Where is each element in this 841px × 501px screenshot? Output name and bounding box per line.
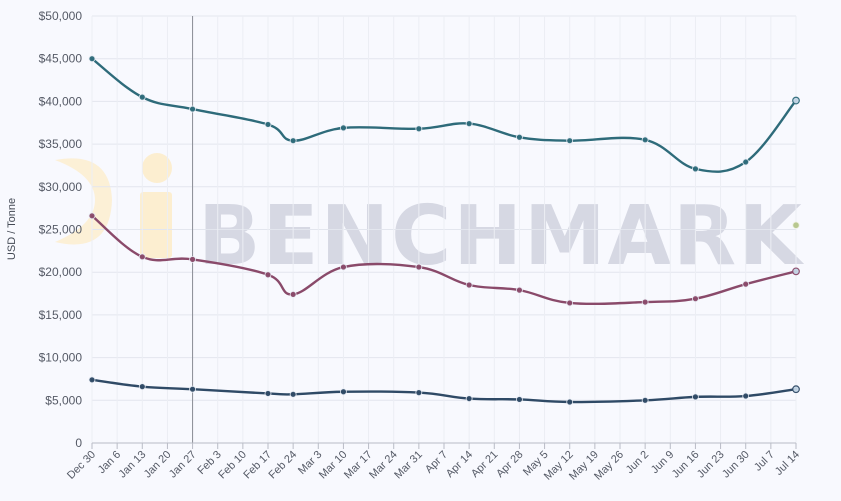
series-3-point: [566, 398, 574, 406]
x-tick-label: Apr 21: [469, 449, 500, 480]
series-2-point: [189, 255, 196, 263]
series-1-point: [289, 137, 297, 145]
extra-point: [792, 221, 800, 229]
series-2-point: [289, 291, 297, 298]
series-3-point: [641, 396, 649, 404]
series-2-point: [566, 299, 574, 307]
series-3-point: [340, 388, 347, 396]
series-1-point: [88, 55, 96, 63]
x-tick-label: Jun 30: [720, 449, 752, 481]
series-3-point: [692, 393, 699, 401]
series-2-point: [138, 253, 146, 261]
series-1-point: [264, 121, 272, 128]
grid: [91, 15, 797, 443]
series-2-point: [340, 263, 347, 271]
watermark-text: BENCHMARK: [198, 189, 805, 284]
y-tick-label: 0: [75, 436, 82, 450]
y-tick-label: $45,000: [39, 52, 83, 66]
y-tick-label: $25,000: [39, 223, 83, 237]
x-tick-label: Jan 27: [167, 449, 199, 481]
x-tick-label: Jan 20: [142, 449, 174, 481]
x-tick-label: Dec 30: [65, 449, 98, 482]
series-1-point: [566, 137, 574, 145]
series-3-point: [742, 392, 750, 400]
series-1-point: [340, 124, 347, 132]
y-tick-label: $10,000: [39, 351, 83, 365]
x-tick-label: Jan 13: [117, 449, 149, 481]
watermark-logo-dot: [142, 153, 172, 183]
series: [88, 55, 800, 406]
x-tick-label: Jun 2: [624, 449, 652, 477]
y-tick-label: $30,000: [39, 180, 83, 194]
series-3-point: [289, 390, 297, 398]
y-tick-label: $50,000: [39, 9, 83, 23]
series-3-point: [189, 385, 196, 393]
series-2-point: [88, 212, 96, 220]
x-tick-label: Mar 31: [392, 449, 425, 482]
y-tick-label: $35,000: [39, 137, 83, 151]
series-3-point: [415, 389, 423, 397]
series-3-point: [88, 376, 96, 384]
series-1-point: [641, 136, 649, 144]
x-tick-label: Apr 14: [444, 449, 475, 480]
y-axis-label: USD / Tonne: [6, 198, 18, 260]
x-tick-label: Jul 14: [773, 449, 802, 478]
series-2-point: [465, 281, 473, 289]
series-3-point: [264, 390, 272, 397]
series-2-point: [516, 286, 523, 294]
series-1-point: [516, 133, 523, 141]
series-3-point: [792, 385, 800, 394]
series-2-point: [641, 298, 649, 306]
x-tick-label: Jun 16: [670, 449, 702, 481]
watermark: BENCHMARK: [55, 153, 805, 284]
series-3-point: [138, 383, 146, 391]
y-tick-label: $15,000: [39, 308, 83, 322]
y-tick-label: $5,000: [45, 393, 82, 407]
series-3-point: [516, 396, 523, 403]
series-1-point: [692, 165, 699, 173]
series-2-point: [264, 271, 272, 279]
series-1-point: [465, 120, 473, 128]
series-2-point: [415, 263, 423, 271]
watermark-logo-shape: [55, 158, 112, 245]
watermark-logo-bar: [140, 192, 172, 258]
y-tick-label: $40,000: [39, 94, 83, 108]
series-1-point: [189, 105, 196, 113]
series-2-point: [792, 267, 800, 276]
series-1-point: [742, 158, 750, 166]
series-1-point: [415, 125, 423, 133]
series-line-3: [90, 378, 798, 404]
x-tick-label: Apr 28: [494, 449, 525, 480]
series-1-point: [792, 96, 800, 105]
y-tick-label: $20,000: [39, 265, 83, 279]
x-tick-label: Feb 24: [267, 449, 300, 482]
x-tick-label: Jun 23: [695, 449, 727, 481]
series-2-point: [692, 295, 699, 303]
series-2-point: [742, 280, 750, 288]
series-1-point: [138, 93, 146, 101]
series-3-point: [465, 395, 473, 402]
